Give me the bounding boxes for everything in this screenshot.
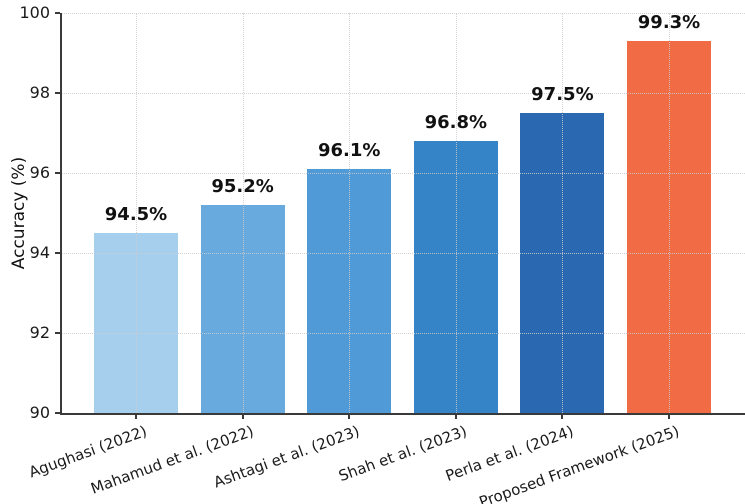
bar-value-label: 97.5% (531, 84, 594, 105)
bar-value-label: 95.2% (211, 176, 274, 197)
gridline-horizontal (62, 253, 745, 254)
x-tick-mark (561, 414, 564, 419)
y-tick-label: 100 (19, 3, 50, 22)
gridline-vertical (562, 13, 564, 413)
y-tick-mark (55, 12, 60, 14)
x-tick-mark (668, 414, 670, 419)
y-tick-label: 92 (29, 323, 50, 342)
y-axis (60, 13, 62, 415)
gridline-horizontal (62, 173, 745, 174)
x-tick-mark (241, 414, 244, 419)
gridline-horizontal (62, 13, 745, 14)
gridline-horizontal (62, 333, 745, 334)
x-axis (60, 413, 745, 415)
gridline-horizontal (62, 93, 745, 94)
gridline-vertical (136, 13, 137, 413)
x-tick-mark (454, 414, 457, 419)
bar-value-label: 94.5% (104, 204, 168, 225)
y-tick-label: 98 (29, 83, 50, 102)
y-tick-mark (55, 412, 60, 414)
gridline-vertical (455, 13, 457, 413)
gridline-vertical (242, 13, 244, 413)
y-tick-mark (55, 252, 60, 254)
bar-value-label: 96.1% (317, 140, 381, 161)
y-tick-mark (55, 92, 60, 94)
bar-value-label: 96.8% (424, 112, 488, 133)
gridline-vertical (669, 13, 670, 413)
y-tick-mark (55, 172, 60, 174)
x-tick-mark (135, 414, 137, 419)
gridline-vertical (349, 13, 351, 413)
y-tick-mark (55, 332, 60, 334)
x-tick-mark (348, 414, 351, 419)
y-tick-label: 96 (29, 163, 50, 182)
bar-value-label: 99.3% (637, 12, 701, 33)
y-tick-label: 94 (29, 243, 50, 262)
y-tick-label: 90 (29, 403, 50, 422)
